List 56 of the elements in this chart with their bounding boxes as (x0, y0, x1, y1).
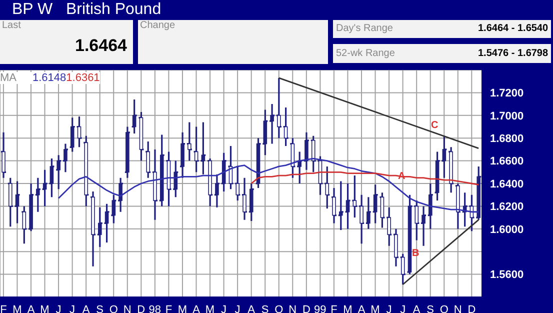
x-tick-label: F (165, 304, 172, 313)
annotation: 1.6148 (32, 72, 66, 84)
x-tick-label: A (82, 304, 90, 313)
y-tick-label: 1.7000 (490, 110, 524, 122)
text: 1.6464 - 1.6540 (478, 23, 548, 34)
y-tick-label: 1.6800 (490, 133, 524, 146)
x-tick-label: O (109, 304, 118, 313)
text: 52-wk Range (336, 48, 395, 59)
annotation: C (431, 120, 438, 131)
y-tick-label: 1.6600 (490, 156, 524, 168)
x-tick-label: D (137, 304, 146, 313)
text: Day's Range (336, 23, 393, 34)
x-tick-label: M (343, 304, 352, 313)
x-tick-label: N (123, 304, 132, 313)
x-tick-label: A (192, 304, 201, 313)
text: Last (1, 20, 22, 31)
x-tick-label: 99 (314, 304, 326, 313)
x-tick-label: J (386, 304, 392, 313)
x-tick-label: O (440, 304, 449, 313)
x-tick-label: J (221, 304, 227, 313)
x-tick-label: M (40, 304, 50, 313)
x-tick-label: A (412, 304, 421, 313)
x-tick-label: J (400, 304, 406, 313)
text: Change (139, 20, 176, 31)
y-tick-label: 1.6000 (490, 224, 524, 236)
x-tick-label: N (454, 304, 462, 313)
x-tick-label: M (12, 304, 22, 313)
x-tick-label: J (234, 304, 240, 313)
x-tick-label: O (274, 304, 284, 313)
x-tick-label: N (288, 304, 297, 313)
text: 1.6464 (75, 36, 127, 56)
x-tick-label: A (358, 304, 366, 313)
x-tick-label: J (70, 304, 76, 313)
y-tick-label: 1.7200 (490, 88, 524, 100)
y-tick-label: 1.6400 (490, 178, 524, 190)
x-tick-label: 98 (148, 304, 162, 313)
x-tick-label: M (370, 304, 380, 313)
annotation: 1.6361 (66, 72, 100, 84)
chart-title: BP W British Pound (12, 0, 162, 19)
x-tick-label: D (302, 304, 310, 313)
x-tick-label: A (27, 304, 36, 313)
x-tick-label: A (248, 304, 256, 313)
x-tick-label: M (178, 304, 188, 313)
annotation: B (412, 248, 420, 259)
text: 1.5476 - 1.6798 (478, 48, 548, 59)
x-tick-label: F (330, 304, 338, 313)
x-tick-label: J (56, 304, 62, 313)
x-tick-label: S (426, 304, 434, 313)
x-tick-label: S (261, 304, 269, 313)
x-tick-label: D (468, 304, 476, 313)
y-tick-label: 1.5600 (490, 269, 524, 282)
x-tick-label: M (205, 304, 215, 313)
y-tick-label: 1.6200 (490, 201, 524, 214)
x-tick-label: F (0, 304, 8, 313)
annotation: MA (0, 72, 16, 84)
x-tick-label: S (96, 304, 104, 313)
